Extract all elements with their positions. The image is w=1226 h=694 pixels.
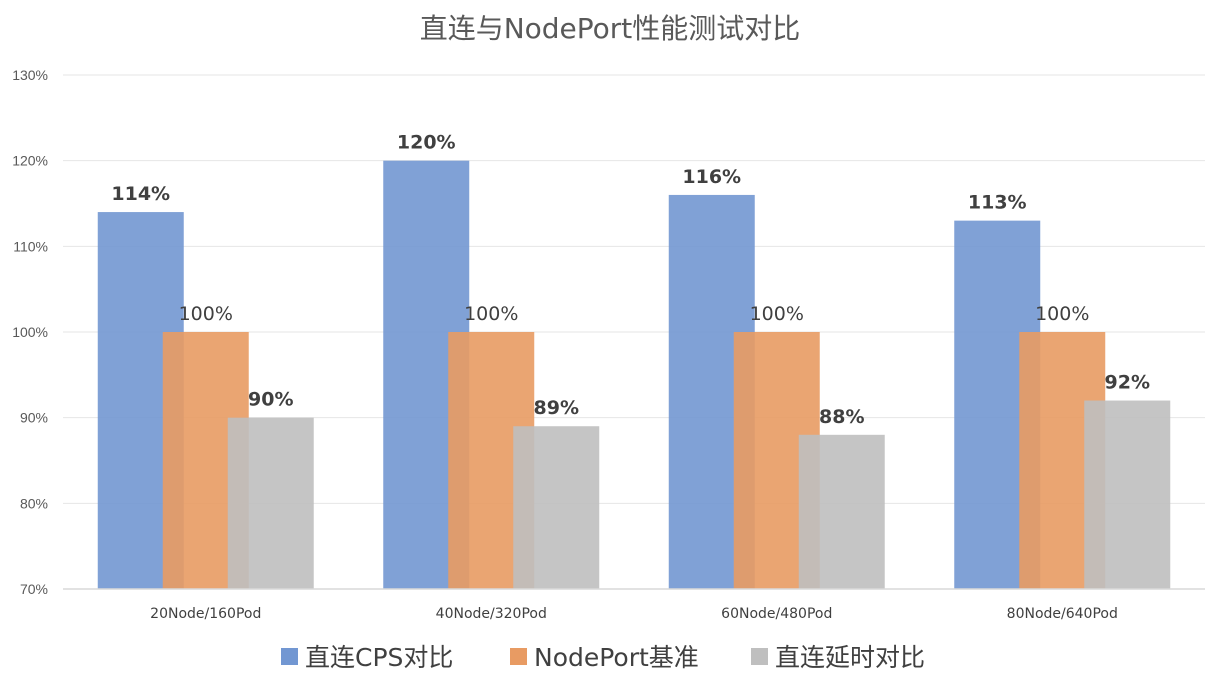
legend-label: NodePort基准: [534, 643, 699, 672]
data-label: 100%: [464, 303, 518, 325]
bar: [798, 434, 885, 589]
x-axis-ticks: 20Node/160Pod 40Node/320Pod 60Node/480Pod 8…: [150, 606, 1118, 622]
bar: [513, 426, 600, 589]
x-tick-label: 20Node/160Pod: [150, 606, 261, 622]
data-labels: 114% 100% 90% 120% 100% 89% 116% 100% 88% 113% 100…: [111, 132, 1150, 428]
x-tick-label: 40Node/320Pod: [436, 606, 547, 622]
x-tick-label: 60Node/480Pod: [721, 606, 832, 622]
data-label: 90%: [248, 389, 293, 411]
data-label: 113%: [968, 192, 1027, 214]
y-tick-label: 110%: [13, 238, 48, 254]
bar: [227, 417, 314, 589]
y-tick-label: 120%: [12, 153, 48, 169]
y-axis-ticks: 70% 80% 90% 100% 110% 120% 130%: [12, 67, 48, 597]
bars: [97, 160, 1171, 590]
data-label: 114%: [111, 183, 170, 205]
chart-title: 直连与NodePort性能测试对比: [420, 12, 801, 45]
x-tick-label: 80Node/640Pod: [1007, 606, 1118, 622]
data-label: 100%: [179, 303, 233, 325]
data-label: 92%: [1105, 372, 1150, 394]
legend-label: 直连CPS对比: [305, 643, 453, 672]
bar: [1084, 400, 1171, 589]
data-label: 120%: [397, 132, 456, 154]
y-tick-label: 130%: [12, 67, 48, 83]
legend-swatch: [510, 648, 527, 665]
y-tick-label: 100%: [12, 324, 48, 340]
data-label: 89%: [534, 397, 579, 419]
data-label: 88%: [819, 406, 864, 428]
legend-swatch: [751, 648, 768, 665]
y-tick-label: 80%: [20, 495, 48, 511]
data-label: 100%: [750, 303, 804, 325]
data-label: 116%: [682, 166, 741, 188]
legend: 直连CPS对比 NodePort基准 直连延时对比: [281, 643, 925, 672]
data-label: 100%: [1035, 303, 1089, 325]
legend-label: 直连延时对比: [775, 643, 925, 672]
y-tick-label: 90%: [20, 410, 48, 426]
y-tick-label: 70%: [20, 581, 48, 597]
legend-swatch: [281, 648, 298, 665]
